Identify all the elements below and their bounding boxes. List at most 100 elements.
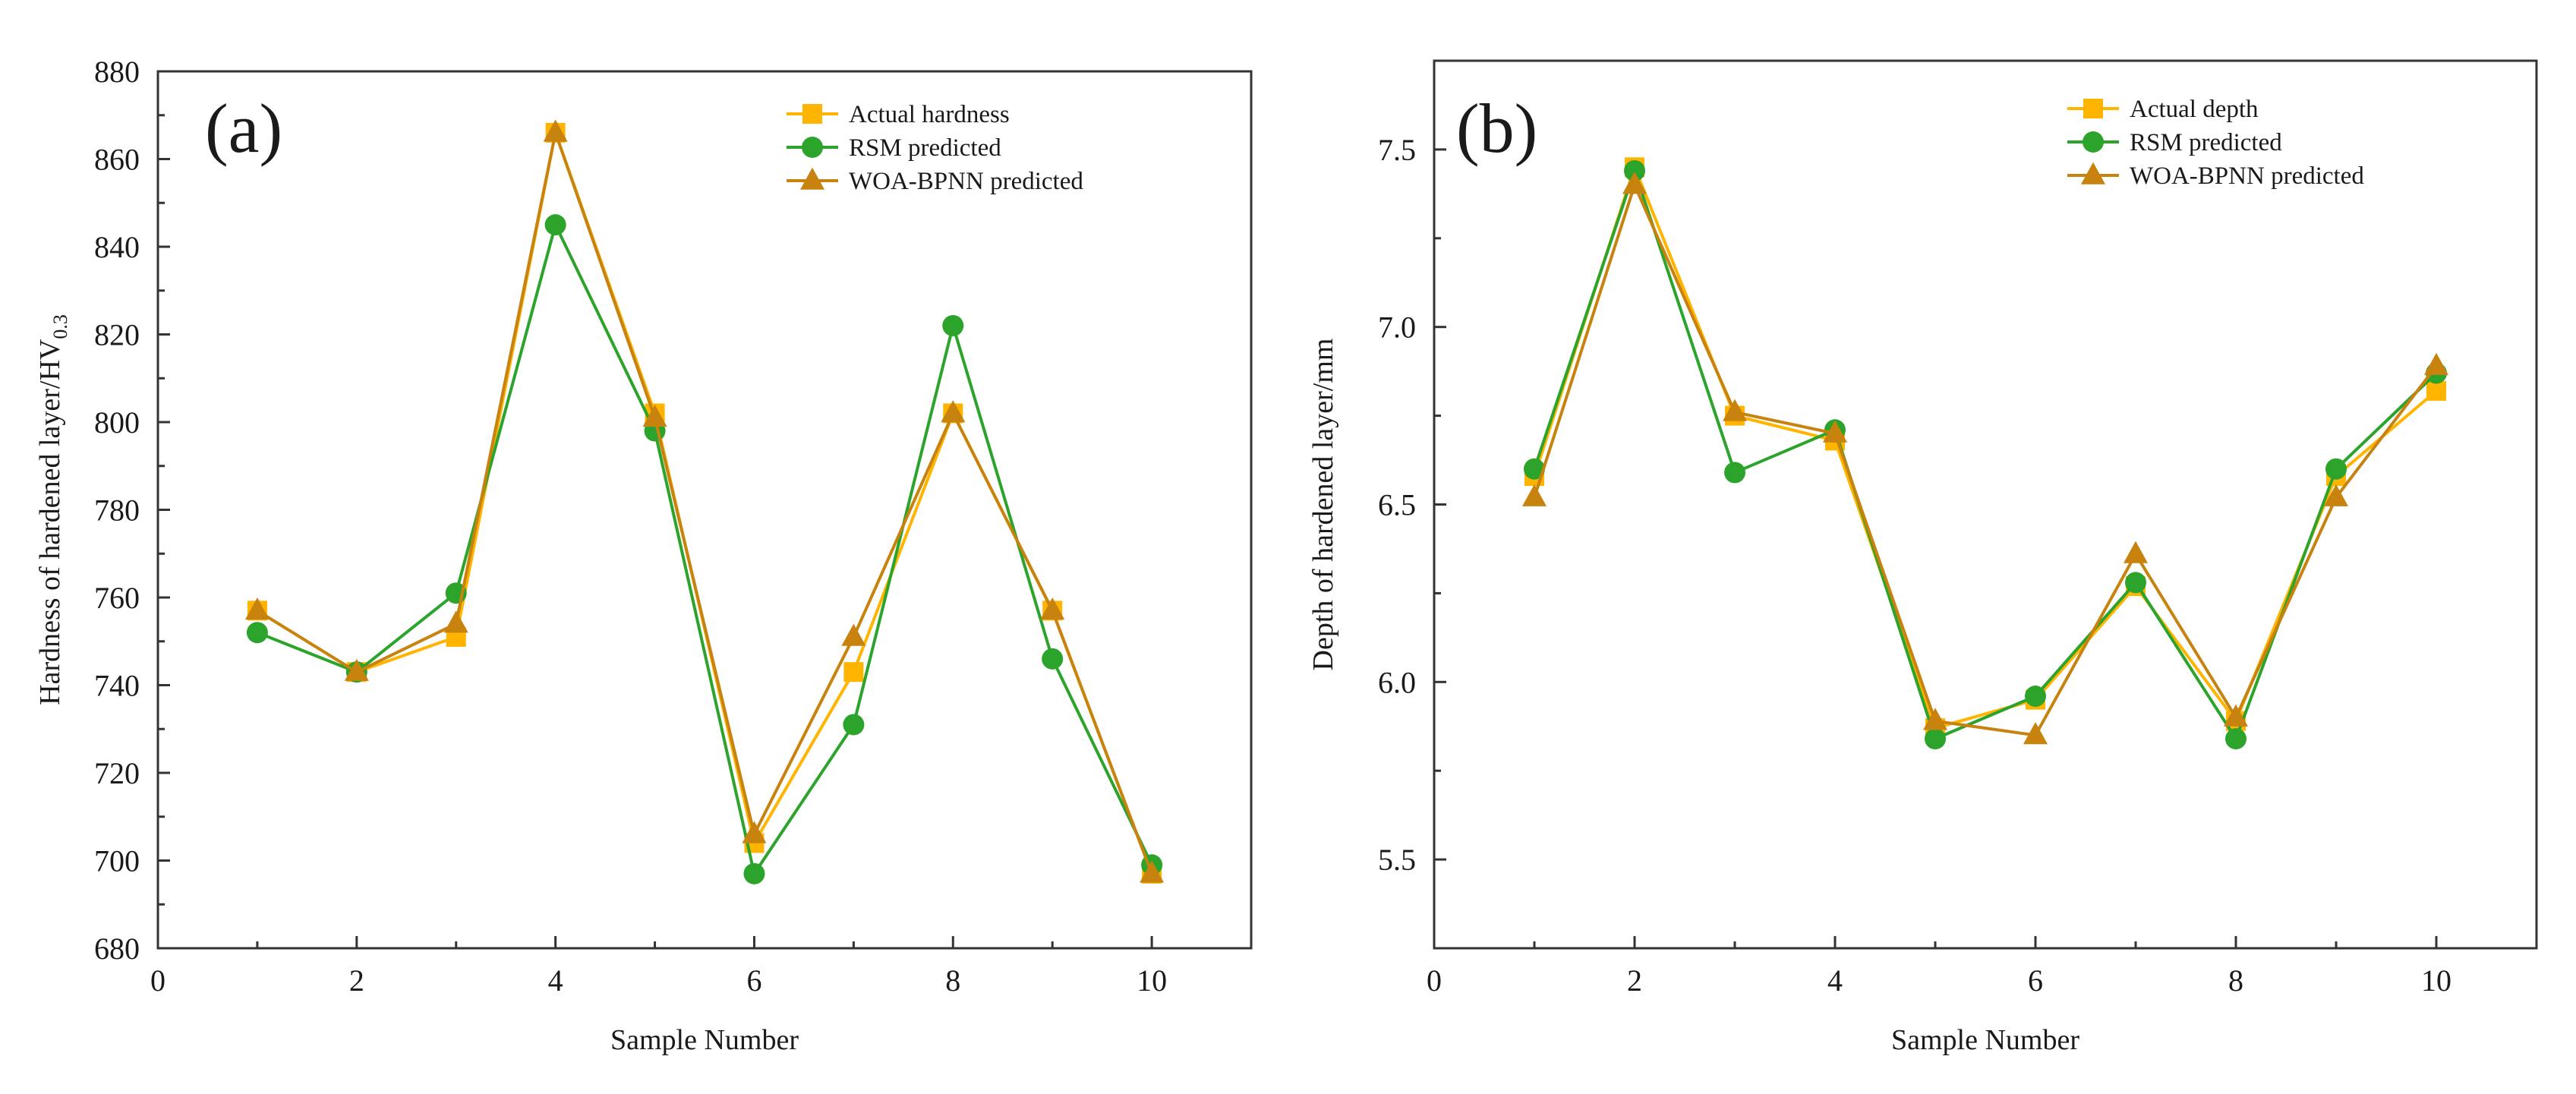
x-tick-label: 8 bbox=[2228, 963, 2243, 998]
series-square bbox=[1524, 157, 2446, 739]
data-point bbox=[942, 314, 964, 336]
data-point bbox=[344, 658, 369, 681]
x-tick-label: 4 bbox=[548, 963, 563, 998]
y-axis-title-subscript: 0.3 bbox=[49, 314, 71, 339]
y-tick-label: 840 bbox=[94, 230, 140, 264]
legend-label: Actual hardness bbox=[849, 101, 1010, 128]
legend-marker bbox=[2081, 162, 2105, 184]
data-point bbox=[1724, 462, 1745, 484]
data-point bbox=[2325, 458, 2347, 480]
x-tick-label: 4 bbox=[1827, 963, 1843, 998]
y-tick-label: 6.0 bbox=[1378, 665, 1416, 699]
y-tick-label: 800 bbox=[94, 405, 140, 440]
data-point bbox=[1923, 708, 1947, 730]
data-point bbox=[2124, 541, 2148, 563]
y-tick-label: 7.5 bbox=[1378, 133, 1416, 167]
y-tick-label: 680 bbox=[94, 932, 140, 966]
data-point bbox=[1140, 860, 1165, 883]
legend-label: Actual depth bbox=[2130, 96, 2259, 123]
data-point bbox=[1522, 484, 1547, 506]
y-tick-label: 760 bbox=[94, 581, 140, 615]
x-tick-label: 2 bbox=[1627, 963, 1642, 998]
data-point bbox=[1624, 159, 1645, 181]
data-point bbox=[743, 862, 765, 884]
plot-frame bbox=[1433, 59, 2538, 950]
y-tick-label: 860 bbox=[94, 143, 140, 177]
y-axis-title: Hardness of hardened layer/HV0.3 bbox=[34, 314, 71, 705]
data-point bbox=[246, 622, 268, 644]
series-square bbox=[247, 122, 1162, 884]
y-axis-title-text: Hardness of hardened layer/HV bbox=[34, 339, 66, 705]
x-tick-label: 10 bbox=[1137, 963, 1167, 998]
y-tick-label: 740 bbox=[94, 669, 140, 703]
data-point bbox=[642, 404, 667, 427]
legend-label: WOA-BPNN predicted bbox=[849, 168, 1083, 195]
chart-panel-a: 0 2 4 6 8 10 680 700 720 740 760 780 800 820 840 860 880… bbox=[34, 55, 1253, 1056]
data-point bbox=[941, 400, 966, 423]
legend-marker bbox=[2083, 131, 2104, 153]
data-point bbox=[2025, 686, 2046, 708]
x-tick-label: 10 bbox=[2421, 963, 2451, 998]
data-point bbox=[2125, 572, 2146, 594]
data-point bbox=[2224, 704, 2248, 727]
y-tick-label: 720 bbox=[94, 756, 140, 790]
data-point bbox=[443, 610, 468, 633]
legend-marker bbox=[802, 137, 823, 158]
data-point bbox=[841, 623, 866, 646]
panel-label: (a) bbox=[205, 90, 282, 167]
series-triangle bbox=[244, 119, 1165, 883]
x-tick-label: 6 bbox=[2028, 963, 2043, 998]
y-tick-label: 6.5 bbox=[1378, 488, 1416, 522]
series-line bbox=[1533, 166, 2438, 730]
legend-label: RSM predicted bbox=[849, 134, 1001, 162]
data-point bbox=[1622, 172, 1647, 194]
data-point bbox=[1723, 399, 1747, 421]
chart-panel-b: 0 2 4 6 8 10 5.5 6.0 6.5 7.0 7.5 Sample Number Depth… bbox=[1307, 59, 2538, 1056]
x-tick-label: 0 bbox=[150, 963, 166, 998]
data-point bbox=[1042, 648, 1064, 670]
data-point bbox=[843, 662, 864, 683]
data-point bbox=[843, 714, 865, 736]
y-tick-label: 700 bbox=[94, 844, 140, 878]
data-point bbox=[2426, 380, 2446, 401]
data-point bbox=[1524, 458, 1545, 480]
data-point bbox=[543, 119, 568, 142]
x-axis-title: Sample Number bbox=[1891, 1024, 2079, 1056]
legend-marker bbox=[800, 167, 825, 190]
series-line bbox=[256, 131, 1153, 875]
x-tick-label: 8 bbox=[945, 963, 960, 998]
legend-marker bbox=[2083, 99, 2103, 118]
series-triangle bbox=[1522, 172, 2448, 745]
data-point bbox=[2023, 722, 2048, 745]
x-tick-label: 2 bbox=[349, 963, 364, 998]
data-point bbox=[1823, 420, 1847, 443]
series-line bbox=[1533, 183, 2438, 737]
data-point bbox=[244, 597, 270, 620]
series-circle bbox=[246, 214, 1163, 884]
data-point bbox=[742, 821, 767, 843]
data-point bbox=[1925, 728, 1946, 750]
data-point bbox=[544, 214, 566, 236]
y-axis-title: Depth of hardened layer/mm bbox=[1307, 339, 1339, 671]
panel-label: (b) bbox=[1456, 90, 1537, 167]
legend-label: RSM predicted bbox=[2130, 129, 2282, 156]
x-tick-label: 0 bbox=[1427, 963, 1442, 998]
data-point bbox=[2324, 484, 2348, 506]
legend: Actual hardness RSM predicted WOA-BPNN pre… bbox=[787, 101, 1083, 195]
y-tick-label: 820 bbox=[94, 318, 140, 352]
legend-marker bbox=[802, 104, 822, 124]
series-line bbox=[256, 131, 1153, 875]
x-axis-title: Sample Number bbox=[610, 1024, 799, 1056]
plot-frame bbox=[156, 70, 1253, 950]
series-line bbox=[257, 223, 1153, 875]
data-point bbox=[2225, 728, 2247, 750]
y-axis-title-text: Depth of hardened layer/mm bbox=[1307, 339, 1339, 671]
y-tick-label: 7.0 bbox=[1378, 311, 1416, 345]
data-point bbox=[2424, 352, 2448, 375]
legend: Actual depth RSM predicted WOA-BPNN predic… bbox=[2067, 96, 2364, 190]
legend-label: WOA-BPNN predicted bbox=[2130, 162, 2364, 190]
y-tick-label: 880 bbox=[94, 55, 140, 89]
data-point bbox=[1040, 597, 1065, 620]
y-tick-label: 780 bbox=[94, 493, 140, 528]
